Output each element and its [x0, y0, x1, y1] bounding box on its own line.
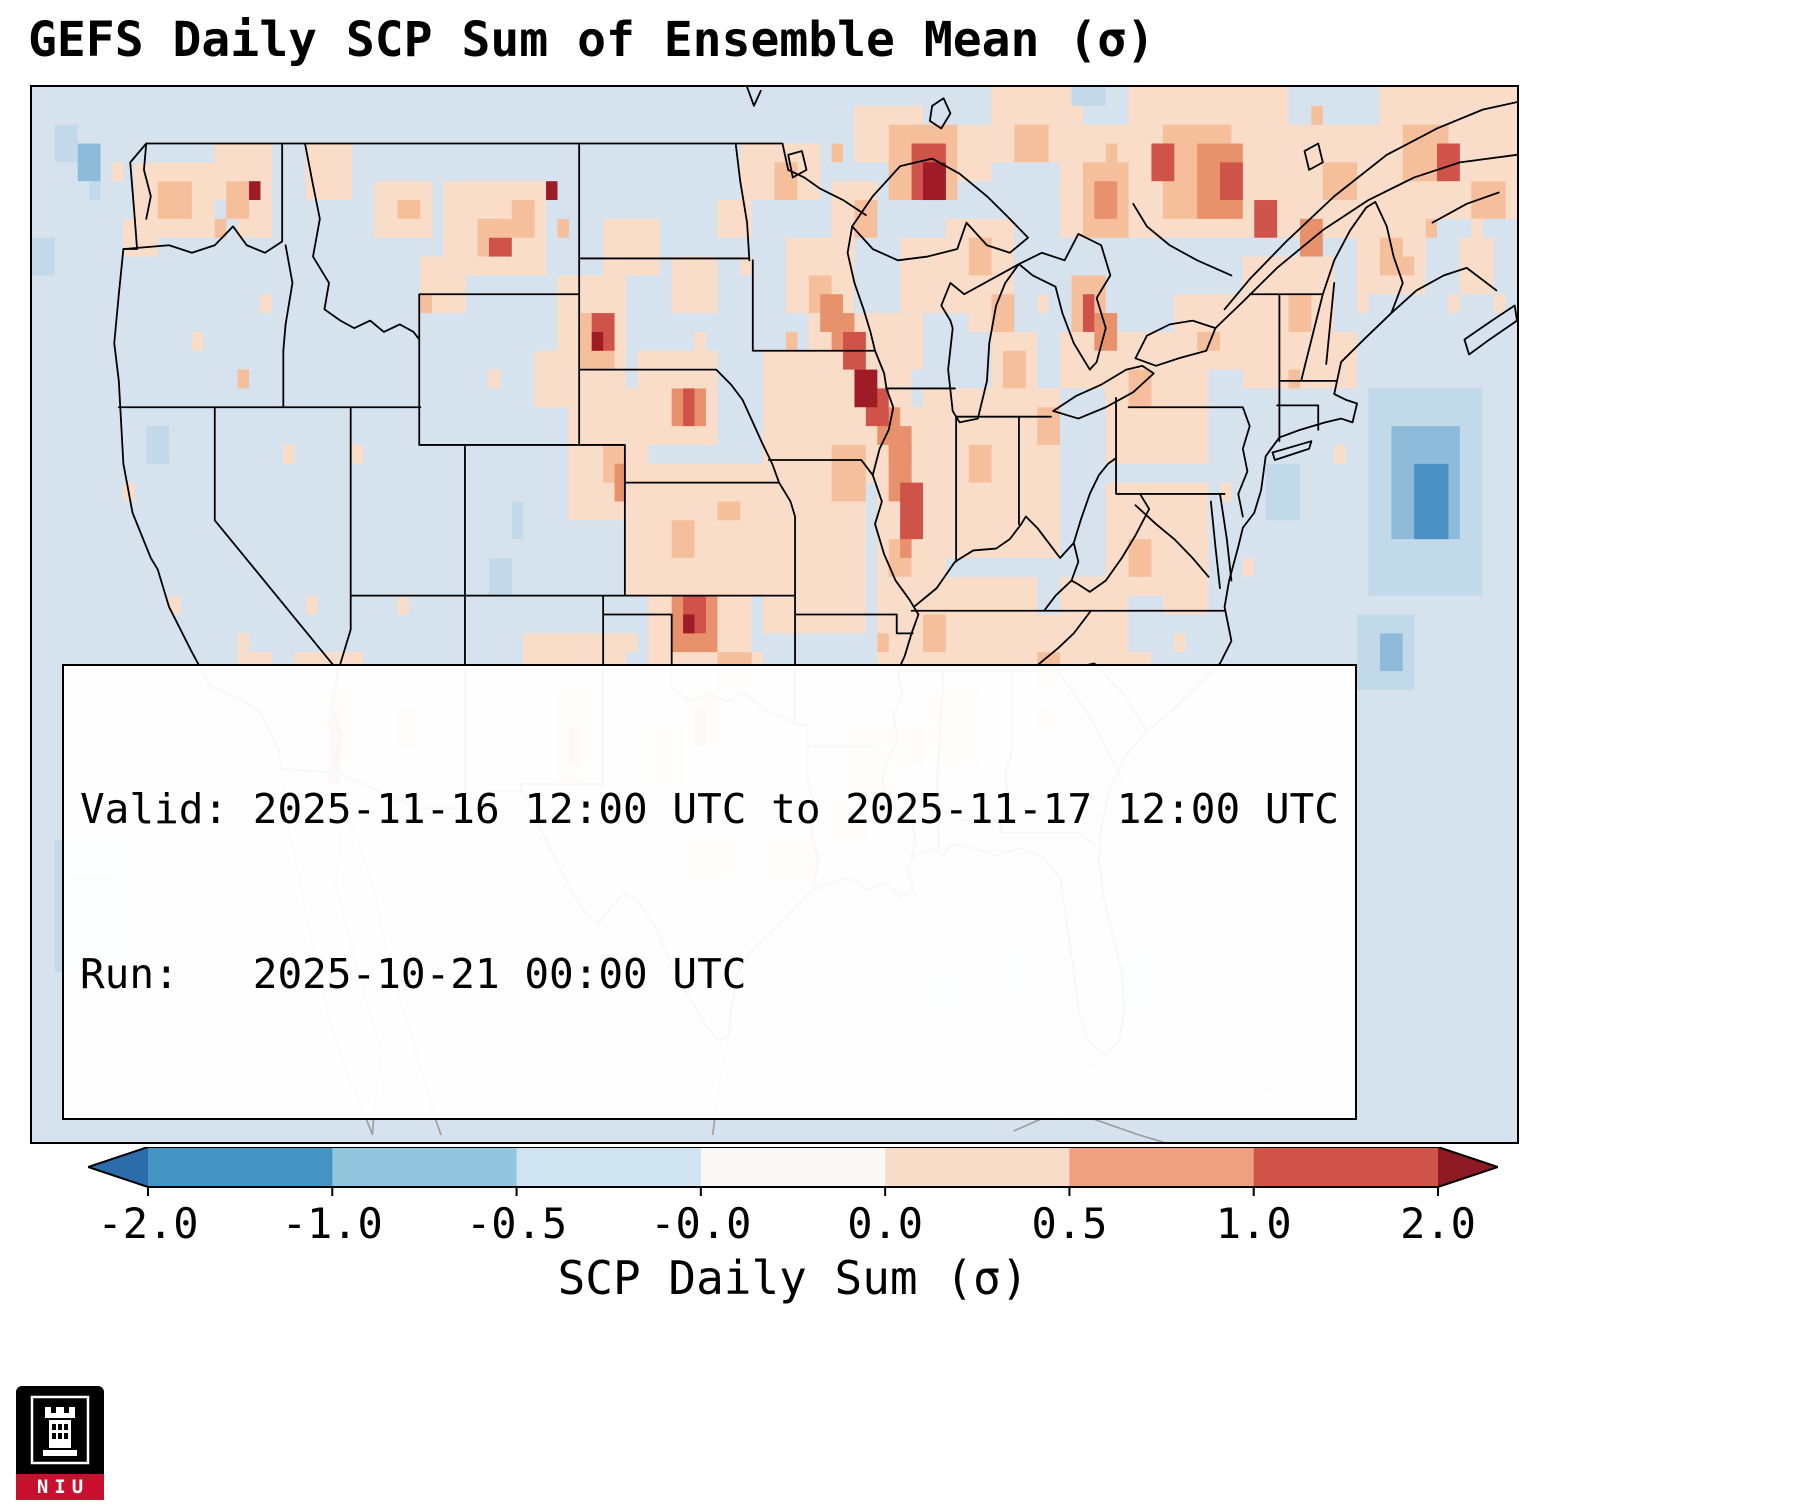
us-coastline — [114, 144, 1391, 1056]
colorbar-tick-label: -1.0 — [281, 1199, 383, 1248]
colorbar-tick-label: 1.0 — [1215, 1199, 1292, 1248]
valid-time-line: Valid: 2025-11-16 12:00 UTC to 2025-11-1… — [80, 785, 1339, 833]
run-time-line: Run: 2025-10-21 00:00 UTC — [80, 950, 747, 998]
niu-logo-text: NIU — [16, 1474, 104, 1500]
colorbar-tick-label: -0.0 — [650, 1199, 752, 1248]
colorbar-tick-labels: -2.0 -1.0 -0.5 -0.0 0.0 0.5 1.0 2.0 — [88, 1199, 1498, 1249]
niu-logo: NIU — [16, 1386, 104, 1500]
validity-annotation-box: Valid: 2025-11-16 12:00 UTC to 2025-11-1… — [62, 664, 1357, 1120]
niu-castle-icon — [16, 1386, 104, 1474]
canada-border — [146, 87, 1517, 355]
colorbar-tick-label: 0.0 — [847, 1199, 924, 1248]
map-canvas: Valid: 2025-11-16 12:00 UTC to 2025-11-1… — [30, 85, 1519, 1144]
colorbar-block: -2.0 -1.0 -0.5 -0.0 0.0 0.5 1.0 2.0 SCP Daily S… — [88, 1147, 1498, 1305]
colorbar — [88, 1147, 1498, 1196]
colorbar-tick-label: -0.5 — [465, 1199, 568, 1248]
colorbar-axis-label: SCP Daily Sum (σ) — [557, 1251, 1029, 1305]
colorbar-tick-label: 2.0 — [1400, 1199, 1476, 1248]
figure-title: GEFS Daily SCP Sum of Ensemble Mean (σ) — [28, 12, 1156, 68]
colorbar-tick-label: -2.0 — [97, 1199, 199, 1248]
colorbar-tick-label: 0.5 — [1031, 1199, 1108, 1248]
